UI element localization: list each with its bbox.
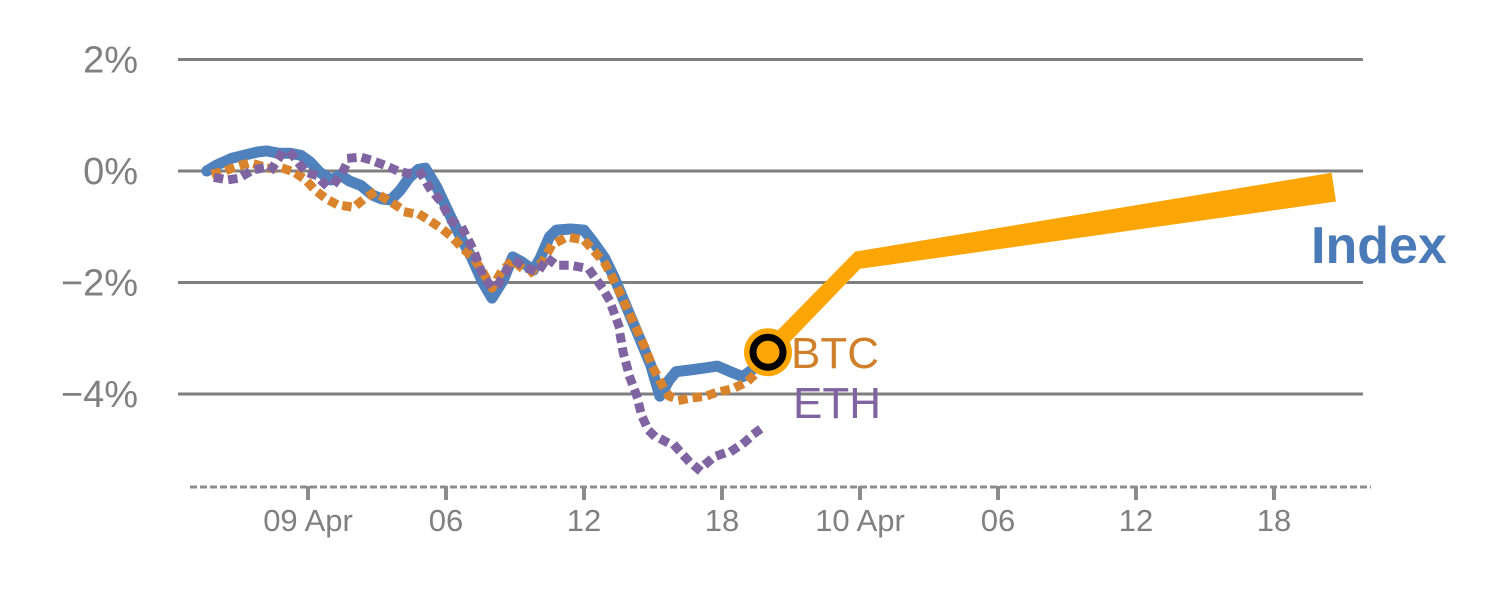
y-axis-label: −4% [61,374,138,416]
eth-line [213,147,772,475]
x-axis-label: 06 [981,503,1015,538]
eth-series-label: ETH [793,379,881,428]
btc-series-label: BTC [791,329,879,378]
index-series-label: Index [1311,217,1447,275]
y-axis-label: 2% [83,40,138,82]
y-axis-label: 0% [83,151,138,193]
btc-line [210,158,775,405]
x-axis-label: 18 [1257,503,1291,538]
index-line [201,145,774,402]
x-axis-label: 12 [567,503,601,538]
last-point-marker [749,333,787,371]
x-axis-label: 09 Apr [263,503,353,538]
y-axis-label: −2% [61,263,138,305]
x-axis-label: 10 Apr [815,503,905,538]
index-projection-band [761,172,1336,359]
x-axis-label: 12 [1119,503,1153,538]
x-axis-label: 06 [429,503,463,538]
x-axis-label: 18 [705,503,739,538]
